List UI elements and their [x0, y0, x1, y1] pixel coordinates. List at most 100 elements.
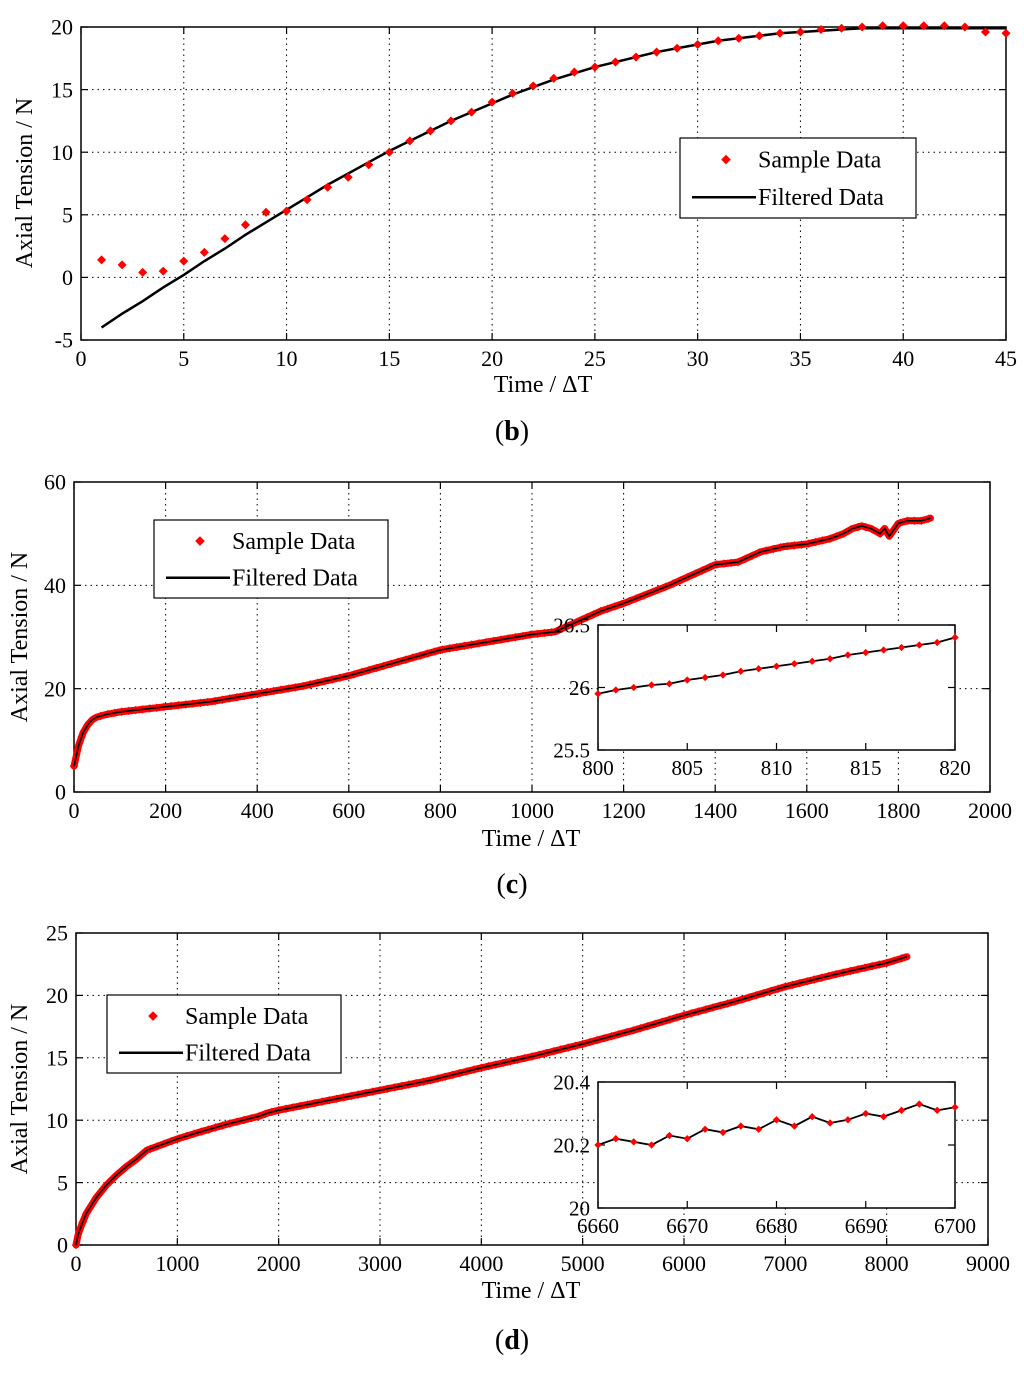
panel-b-sample-point	[754, 31, 764, 41]
panel-b-ytick-label: 5	[62, 203, 73, 228]
panel-c-inset-sample-point	[862, 648, 870, 657]
panel-c-xtick-label: 200	[149, 798, 182, 823]
panel-d-inset-sample-point	[772, 1116, 781, 1124]
panel-b-sample-point	[405, 136, 415, 146]
panel-c-inset-sample-point	[772, 662, 781, 670]
panel-d-ytick-label: 20	[46, 983, 68, 1008]
panel-c-inset-sample-point	[826, 655, 834, 663]
panel-d-inset-ytick-label: 20.2	[553, 1133, 590, 1157]
panel-b-xtick-label: 10	[276, 346, 298, 371]
panel-c-xtick-label: 600	[332, 798, 365, 823]
panel-b-x-axis-label: Time / ΔT	[494, 372, 593, 398]
panel-d-inset-sample-point	[808, 1112, 816, 1121]
panel-c-inset-sample-point	[701, 673, 709, 682]
panel-c-inset-sample-point	[754, 665, 763, 673]
panel-b-ytick-label: 20	[51, 15, 73, 40]
panel-d-inset-xtick-label: 6670	[666, 1214, 708, 1238]
panel-d-inset-sample-point	[754, 1125, 763, 1133]
panel-d-ytick-label: 15	[46, 1046, 68, 1071]
panel-c-inset-xtick-label: 820	[939, 756, 971, 780]
panel-c-inset-sample-point	[683, 676, 691, 684]
panel-b-sample-point	[939, 21, 949, 31]
panel-b-xtick-label: 0	[76, 346, 87, 371]
panel-c-inset-sample-point	[933, 638, 941, 647]
panel-b-legend-box	[679, 137, 917, 219]
panel-c-legend-sample-label: Sample Data	[232, 529, 356, 555]
panel-d-ytick-label: 10	[46, 1108, 68, 1133]
panel-b-xtick-label: 35	[789, 346, 811, 371]
panel-c-inset-ytick-label: 26	[569, 676, 590, 700]
panel-c-inset-sample-point	[737, 667, 745, 675]
panel-d-ytick-label: 0	[57, 1233, 68, 1258]
panel-c-inset-sample-point	[719, 671, 727, 679]
panel-c-xtick-label: 1200	[602, 798, 646, 823]
panel-c-filtered-line	[73, 517, 931, 767]
panel-d-inset-sample-point	[933, 1106, 941, 1115]
panel-c-inset: 800 805 810 815 820 25.5 26 26.5	[553, 613, 971, 780]
panel-d-xtick-label: 9000	[966, 1251, 1010, 1276]
panel-b-y-axis-label: Axial Tension / N	[12, 98, 38, 269]
panel-c-inset-sample-point	[630, 683, 638, 692]
panel-b-sample-point	[282, 206, 292, 216]
panel-d-legend-sample-label: Sample Data	[185, 1004, 309, 1030]
panel-c-xtick-label: 0	[69, 798, 80, 823]
panel-b-legend-filtered-label: Filtered Data	[758, 185, 884, 211]
panel-c-inset-sample-point	[879, 646, 888, 654]
panel-c-inset-sample-point	[594, 690, 602, 698]
panel-c-ytick-label: 20	[44, 676, 66, 701]
panel-c-inset-sample-point	[612, 686, 620, 694]
panel-b-sample-point	[97, 255, 107, 265]
panel-b-xtick-label: 30	[687, 346, 709, 371]
panel-c-inset-xtick-label: 815	[850, 756, 882, 780]
panel-b-sample-point	[467, 107, 477, 117]
panel-d-inset-xtick-label: 6690	[845, 1214, 887, 1238]
chart-panel-d: 0 1000 2000 3000 4000 5000 6000 7000 8000 9000 0 5 1…	[7, 921, 1010, 1356]
panel-c-xtick-label: 2000	[968, 798, 1012, 823]
panel-d-xtick-label: 1000	[155, 1251, 199, 1276]
panel-d-inset-sample-point	[630, 1138, 638, 1146]
panel-d-x-axis-label: Time / ΔT	[482, 1278, 581, 1304]
panel-c-legend-box	[153, 519, 389, 599]
panel-b-sample-point	[364, 160, 374, 170]
panel-c-inset-ytick-label: 25.5	[553, 738, 590, 762]
panel-c-y-axis-label: Axial Tension / N	[7, 552, 33, 723]
panel-d-inset-sample-point	[897, 1106, 906, 1115]
panel-b-sample-point	[672, 43, 682, 53]
panel-d-inset-xtick-label: 6680	[756, 1214, 798, 1238]
panel-c-xtick-label: 400	[241, 798, 274, 823]
panel-c-xtick-label: 1400	[693, 798, 737, 823]
panel-d-xtick-label: 7000	[763, 1251, 807, 1276]
panel-b-sample-point	[199, 247, 209, 257]
panel-c-ytick-label: 40	[44, 573, 66, 598]
panel-d-panel-label: (d)	[495, 1325, 529, 1356]
panel-c-inset-sample-point	[808, 657, 816, 665]
panel-d-inset-xtick-label: 6700	[934, 1214, 976, 1238]
panel-b-sample-point	[179, 256, 189, 266]
panel-c-inset-sample-point	[790, 660, 799, 668]
panel-c-inset-sample-point	[665, 680, 674, 688]
panel-b-sample-point	[220, 234, 230, 244]
panel-c-inset-ytick-label: 26.5	[553, 613, 590, 637]
panel-d-ytick-label: 5	[57, 1170, 68, 1195]
panel-d-xtick-label: 2000	[257, 1251, 301, 1276]
panel-c-xtick-label: 1800	[876, 798, 920, 823]
panel-d-inset-plot-frame	[597, 1081, 956, 1209]
panel-c-inset-xtick-label: 810	[761, 756, 793, 780]
panel-b-sample-point	[857, 22, 867, 32]
panel-b-sample-point	[240, 220, 250, 230]
panel-d-legend-filtered-label: Filtered Data	[185, 1041, 311, 1067]
panel-c-inset-sample-point	[951, 633, 959, 642]
chart-panel-c: 0 200 400 600 800 1000 1200 1400 1600 1800 2000 0 20…	[7, 470, 1012, 900]
panel-d-inset-sample-point	[719, 1128, 727, 1137]
panel-d-xtick-label: 4000	[459, 1251, 503, 1276]
panel-b-xtick-label: 40	[892, 346, 914, 371]
panel-b-ytick-label: 15	[51, 77, 73, 102]
panel-c-xtick-label: 1000	[510, 798, 554, 823]
panel-d-y-axis-label: Axial Tension / N	[7, 1004, 33, 1175]
panel-b-sample-point	[117, 260, 127, 270]
panel-c-ytick-label: 0	[55, 780, 66, 805]
panel-c-inset-xtick-label: 800	[582, 756, 614, 780]
panel-c-ytick-label: 60	[44, 470, 66, 495]
panel-b-sample-point	[138, 267, 148, 277]
